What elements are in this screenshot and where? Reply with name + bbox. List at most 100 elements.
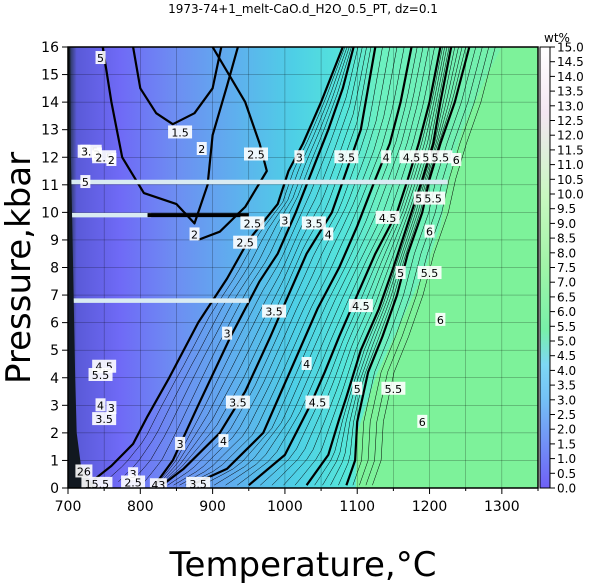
contour-label: 5 bbox=[422, 151, 429, 164]
contour-label: 3 bbox=[130, 468, 137, 481]
contour-label-box bbox=[88, 367, 113, 381]
contour-label: 3 bbox=[177, 438, 184, 451]
contour-label: 4 bbox=[383, 151, 390, 164]
contour-label: 15.5 bbox=[85, 478, 110, 491]
contour-label-box bbox=[121, 475, 146, 488]
contour-label: 2 bbox=[198, 143, 205, 156]
contour-label-box bbox=[75, 464, 93, 478]
minor-isoline bbox=[314, 47, 456, 486]
x-tick-label: 1100 bbox=[339, 499, 375, 515]
y-tick-label: 1 bbox=[50, 453, 59, 469]
contour-label-box bbox=[334, 150, 359, 164]
minor-isoline bbox=[330, 47, 463, 486]
colorbar-tick-label: 4.0 bbox=[557, 364, 576, 378]
contour-label-box bbox=[168, 125, 193, 139]
contour-label-box bbox=[420, 150, 431, 164]
colorbar-tick-label: 14.5 bbox=[557, 55, 584, 69]
contour-label-box bbox=[175, 436, 186, 450]
contour-label-box bbox=[244, 147, 268, 161]
contour-label: 6 bbox=[453, 154, 460, 167]
y-tick-label: 13 bbox=[41, 123, 59, 139]
y-tick-label: 11 bbox=[41, 178, 59, 194]
colorbar-title: wt% bbox=[544, 31, 570, 45]
minor-isoline bbox=[167, 47, 383, 486]
colorbar-tick-label: 3.5 bbox=[557, 379, 576, 393]
colorbar-tick-label: 12.0 bbox=[557, 129, 584, 143]
isoline-4-5 bbox=[190, 47, 413, 487]
contour-label: 4.5 bbox=[352, 300, 370, 313]
minor-isoline bbox=[237, 47, 435, 486]
contour-label: 6 bbox=[426, 226, 433, 239]
contour-label-box bbox=[233, 235, 258, 249]
contour-label: 26 bbox=[77, 465, 91, 478]
contour-label-box bbox=[80, 175, 91, 189]
minor-isoline bbox=[158, 47, 367, 486]
minor-isoline bbox=[184, 47, 405, 486]
isoline-2-5 bbox=[197, 47, 268, 241]
colorbar-tick-label: 0.5 bbox=[557, 467, 576, 481]
x-axis-label: Temperature,°C bbox=[169, 545, 437, 585]
colorbar-tick-label: 3.0 bbox=[557, 393, 576, 407]
contour-label: 2.5 bbox=[247, 148, 265, 161]
contour-label-box bbox=[323, 227, 334, 241]
x-tick-label: 900 bbox=[199, 499, 226, 515]
contour-label-box bbox=[375, 210, 400, 224]
colorbar-tick-label: 4.5 bbox=[557, 349, 576, 363]
y-tick-label: 7 bbox=[50, 288, 59, 304]
x-axis-ticks: 700 800 900 1000 1100 1200 1300 bbox=[55, 488, 539, 515]
colorbar-tick-label: 8.0 bbox=[557, 246, 576, 260]
colorbar-tick-label: 6.5 bbox=[557, 290, 576, 304]
contour-label: 5.5 bbox=[432, 151, 450, 164]
colorbar-tick-label: 9.5 bbox=[557, 202, 576, 216]
minor-isoline bbox=[213, 47, 424, 486]
minor-isolines bbox=[106, 47, 496, 486]
minor-isoline bbox=[118, 47, 348, 483]
isoline-5 bbox=[248, 47, 442, 487]
contour-label: 3.5 bbox=[265, 306, 283, 319]
minor-isoline bbox=[157, 47, 363, 486]
colorbar-tick-label: 14.0 bbox=[557, 70, 584, 84]
contour-label-box bbox=[435, 312, 446, 326]
contour-label: 3.5 bbox=[305, 217, 323, 230]
contour-label-box bbox=[189, 227, 200, 241]
contour-label-box bbox=[381, 150, 392, 164]
contour-labels: 51.52 2.5 3 3.5 4 4.5 5 5.5 65 5.54.563 3.52.52.52… bbox=[75, 51, 462, 491]
contour-label: 5.5 bbox=[385, 383, 403, 396]
contour-label-box bbox=[451, 153, 462, 167]
y-tick-label: 14 bbox=[41, 95, 59, 111]
y-tick-label: 0 bbox=[50, 481, 59, 497]
major-isolines bbox=[93, 47, 471, 487]
y-tick-label: 9 bbox=[50, 233, 59, 249]
minor-isoline bbox=[283, 47, 448, 486]
contour-label-box bbox=[92, 412, 117, 426]
left-edge-dark-zone bbox=[68, 47, 97, 488]
y-tick-label: 3 bbox=[50, 398, 59, 414]
minor-isoline bbox=[130, 47, 350, 484]
colorbar-tick-label: 11.5 bbox=[557, 143, 584, 157]
colorbar: wt% 0.00.51.01.52.02.53.03.54.04.55.05.5… bbox=[539, 31, 584, 496]
contour-label: 4.5 bbox=[403, 151, 421, 164]
contour-label: 2 bbox=[108, 154, 115, 167]
contour-label-box bbox=[381, 381, 406, 395]
isoline-3-5 bbox=[153, 47, 355, 486]
contour-label: 3 bbox=[224, 328, 231, 341]
contour-label-box bbox=[196, 141, 207, 155]
contour-label: 4 bbox=[220, 435, 227, 448]
x-tick-label: 1300 bbox=[484, 499, 520, 515]
minor-isoline bbox=[322, 47, 459, 486]
contour-label-box bbox=[352, 381, 363, 395]
contour-label-box bbox=[395, 266, 406, 280]
minor-isoline bbox=[156, 47, 359, 486]
minor-isoline bbox=[294, 47, 450, 486]
colorbar-tick-label: 2.5 bbox=[557, 408, 576, 422]
contour-label-box bbox=[279, 213, 290, 227]
contour-label: 6 bbox=[437, 314, 444, 327]
contour-label-box bbox=[294, 150, 305, 164]
y-tick-label: 2 bbox=[50, 426, 59, 442]
isoline-1-5 bbox=[132, 47, 223, 126]
contour-label: 2.5 bbox=[236, 237, 254, 250]
isoline-5-5 bbox=[305, 47, 453, 486]
contour-label: 5 bbox=[354, 383, 361, 396]
contour-label-box bbox=[95, 51, 106, 65]
